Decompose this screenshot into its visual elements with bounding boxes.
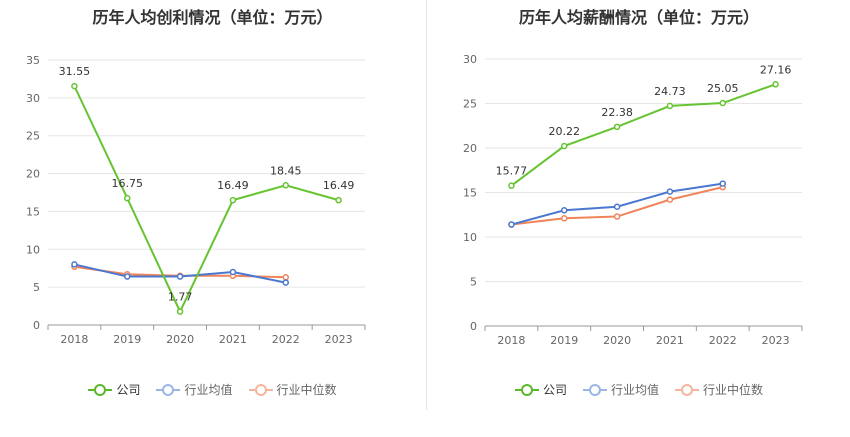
data-point-industry-mean	[508, 221, 515, 228]
data-label-company: 15.77	[496, 165, 528, 178]
x-tick-label: 2018	[60, 333, 88, 346]
legend-median-marker-icon	[248, 383, 273, 397]
legend-mean-label: 行业均值	[610, 383, 659, 397]
y-tick-label: 15	[463, 187, 477, 200]
legend-item-industry-mean[interactable]: 行业均值	[582, 381, 659, 398]
data-point-industry-mean	[229, 268, 237, 276]
data-point-company	[719, 99, 726, 107]
data-point-company	[335, 196, 342, 204]
legend-company-label: 公司	[542, 383, 567, 397]
salary-chart-title: 历年人均薪酬情况（单位：万元）	[518, 8, 759, 27]
y-tick-label: 20	[463, 142, 477, 155]
x-tick-label: 2019	[550, 334, 578, 347]
series-line-company	[510, 83, 776, 187]
y-tick-label: 0	[33, 319, 40, 332]
legend-item-company[interactable]: 公司	[88, 381, 140, 398]
data-point-industry-mean	[282, 279, 289, 286]
data-point-company	[508, 182, 515, 189]
profit-chart-svg: 0 5 10 15 20 25 30 35 2018 2019 2020 2021 2022 2023 31…	[26, 54, 366, 346]
series-line-company	[73, 85, 339, 314]
profit-chart-legend: 公司 行业均值 行业中位数	[0, 381, 425, 398]
data-point-industry-median	[282, 274, 289, 281]
y-tick-label: 30	[26, 92, 40, 105]
data-label-company: 24.73	[654, 85, 686, 98]
y-tick-label: 10	[463, 231, 477, 244]
y-tick-label: 5	[470, 276, 477, 289]
data-point-company	[613, 123, 621, 131]
data-label-company: 20.22	[549, 125, 581, 138]
data-point-industry-mean	[124, 273, 131, 280]
data-label-company: 16.49	[217, 179, 249, 192]
x-tick-label: 2021	[656, 334, 684, 347]
legend-mean-marker-icon	[582, 383, 607, 397]
legend-item-industry-median[interactable]: 行业中位数	[248, 381, 337, 398]
legend-company-label: 公司	[116, 383, 141, 397]
legend-company-marker-icon	[514, 383, 539, 397]
legend-median-label: 行业中位数	[276, 383, 337, 397]
y-tick-label: 30	[463, 53, 477, 66]
data-label-company: 16.49	[323, 179, 355, 192]
data-label-company: 25.05	[707, 82, 739, 95]
legend-mean-marker-icon	[156, 383, 181, 397]
y-tick-label: 15	[26, 205, 40, 218]
y-tick-label: 0	[470, 320, 477, 333]
data-point-company	[282, 182, 289, 189]
data-point-industry-mean	[176, 273, 184, 280]
data-point-company	[176, 308, 184, 315]
salary-chart-legend: 公司 行业均值 行业中位数	[428, 381, 850, 398]
data-label-company: 18.45	[270, 164, 302, 177]
legend-company-marker-icon	[88, 383, 113, 397]
salary-chart-panel: 历年人均薪酬情况（单位：万元） 0 5 10 15 20 25 30 2018 2019 2020…	[428, 0, 850, 437]
x-tick-label: 2023	[325, 333, 353, 346]
y-tick-label: 25	[463, 98, 477, 111]
x-tick-label: 2023	[762, 334, 790, 347]
x-tick-label: 2020	[166, 333, 194, 346]
data-point-company	[124, 194, 131, 202]
data-point-company	[229, 196, 237, 204]
profit-chart-panel: 历年人均创利情况（单位：万元） 0 5 10 15 20 25 30 35 2018 2019 20…	[0, 8, 425, 398]
panel-divider	[426, 0, 427, 410]
profit-chart-title: 历年人均创利情况（单位：万元）	[92, 8, 333, 27]
data-label-company: 16.75	[112, 177, 144, 190]
y-tick-label: 25	[26, 130, 40, 143]
legend-item-industry-median[interactable]: 行业中位数	[675, 381, 763, 398]
data-point-industry-mean	[719, 180, 726, 187]
data-point-industry-mean	[666, 188, 674, 195]
data-point-company	[71, 82, 78, 90]
legend-item-company[interactable]: 公司	[514, 381, 567, 398]
y-tick-label: 5	[33, 281, 40, 294]
data-point-industry-mean	[71, 261, 78, 268]
x-tick-label: 2018	[497, 334, 525, 347]
data-point-company	[772, 81, 779, 88]
legend-median-marker-icon	[675, 383, 699, 397]
x-tick-label: 2020	[603, 334, 631, 347]
legend-median-label: 行业中位数	[703, 383, 764, 397]
salary-chart-svg: 0 5 10 15 20 25 30 2018 2019 2020 2021 2022 2023 15.7…	[463, 53, 803, 347]
data-point-industry-mean	[561, 207, 568, 214]
data-label-company: 31.55	[59, 65, 91, 78]
data-point-industry-median	[561, 215, 568, 222]
data-label-company: 27.16	[760, 63, 792, 76]
x-tick-label: 2022	[272, 333, 300, 346]
y-tick-label: 10	[26, 243, 40, 256]
data-point-company	[561, 142, 568, 150]
data-label-company: 1.77	[168, 291, 193, 304]
legend-item-industry-mean[interactable]: 行业均值	[156, 381, 233, 398]
legend-mean-label: 行业均值	[184, 383, 233, 397]
x-tick-label: 2019	[113, 333, 141, 346]
data-point-industry-median	[613, 213, 621, 220]
data-label-company: 22.38	[601, 106, 633, 119]
x-tick-label: 2022	[709, 334, 737, 347]
data-point-company	[666, 102, 674, 110]
data-point-industry-mean	[613, 203, 621, 210]
data-point-industry-median	[666, 196, 674, 203]
y-tick-label: 35	[26, 54, 40, 67]
x-tick-label: 2021	[219, 333, 247, 346]
y-tick-label: 20	[26, 168, 40, 181]
